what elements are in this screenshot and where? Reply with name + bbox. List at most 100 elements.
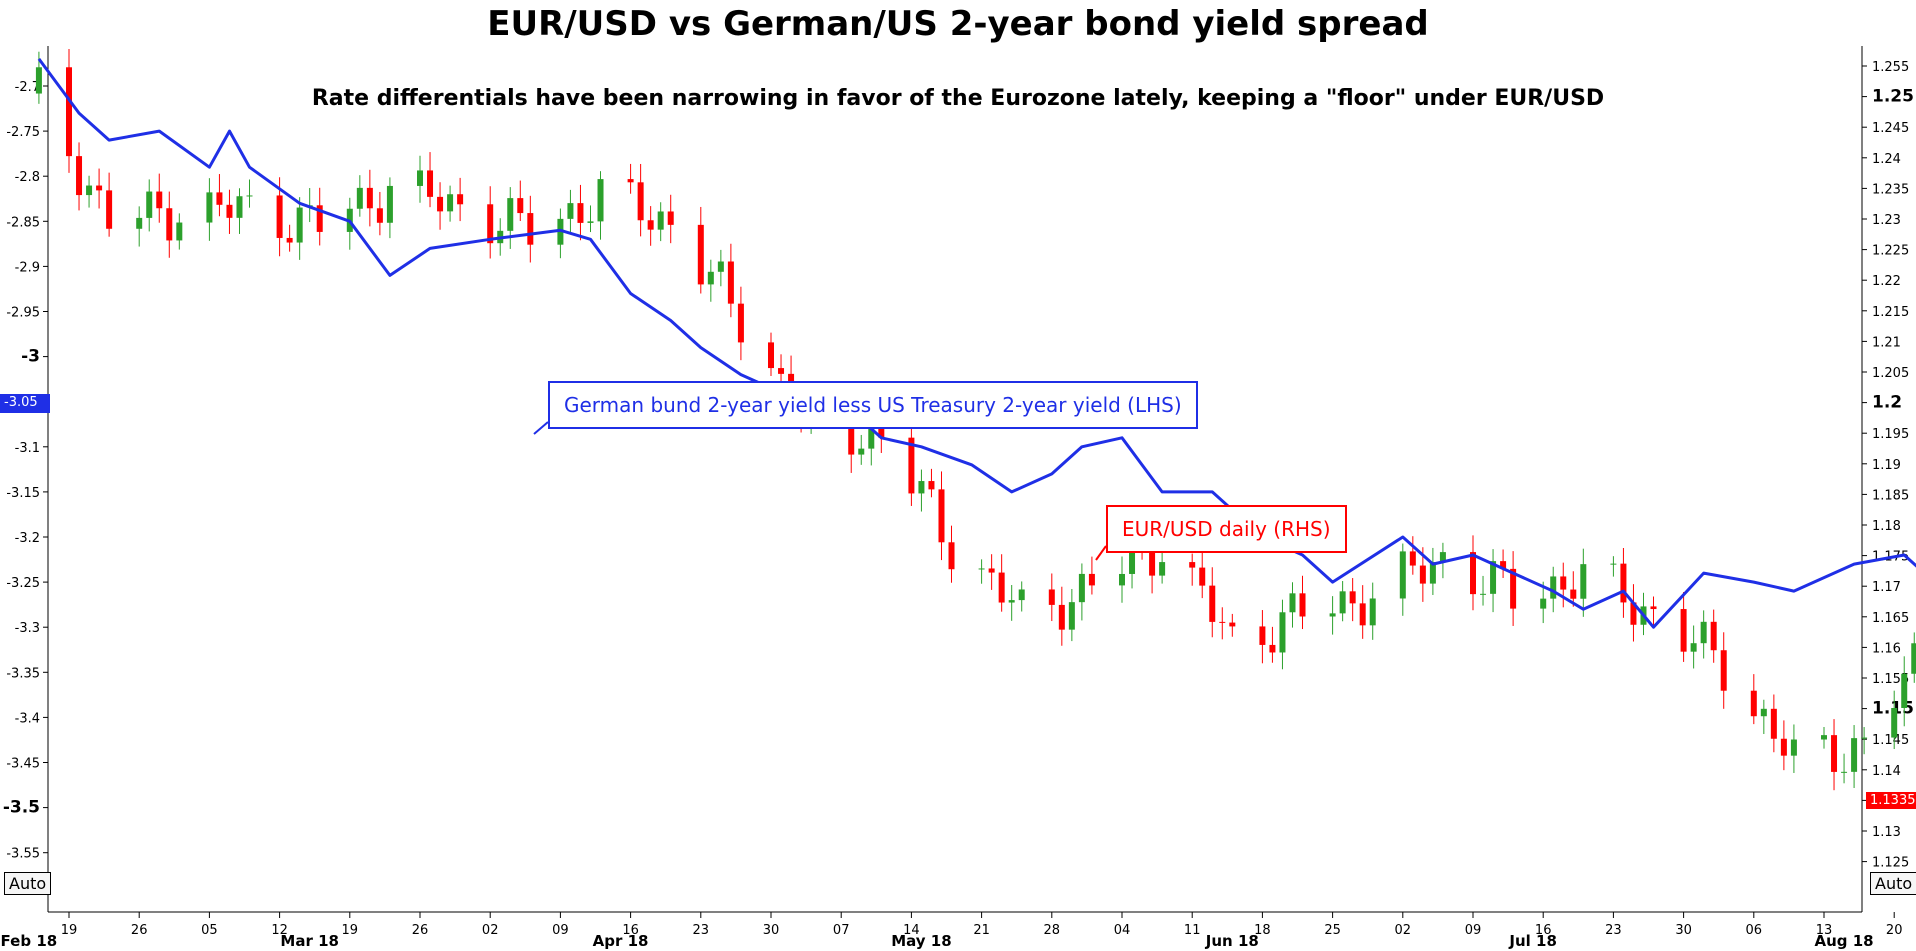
- eurusd-candle-body: [1008, 600, 1015, 603]
- right-axis: 1.1251.131.1351.141.1451.151.1551.161.16…: [1862, 60, 1914, 871]
- left-scale-auto-button[interactable]: Auto: [4, 872, 52, 895]
- x-axis-tick-label: 18: [1254, 923, 1271, 938]
- eurusd-candle-body: [1831, 735, 1838, 772]
- right-axis-tick-label: 1.19: [1872, 458, 1901, 473]
- eurusd-candle-body: [1650, 606, 1657, 610]
- eurusd-candle-body: [1851, 738, 1858, 772]
- eurusd-candle-body: [868, 424, 875, 449]
- eurusd-candle-body: [627, 179, 634, 183]
- eurusd-candle-body: [587, 221, 594, 223]
- left-axis-tick-label: -3.25: [6, 576, 40, 591]
- left-axis-tick-label: -3.15: [6, 486, 40, 501]
- right-axis-tick-label: 1.225: [1872, 244, 1909, 259]
- left-axis-tick-label: -3.4: [15, 711, 40, 726]
- right-axis-tick-label: 1.21: [1872, 335, 1901, 350]
- eurusd-candle-body: [1680, 609, 1687, 652]
- eurusd-candle-body: [1841, 771, 1848, 773]
- eurusd-candle-body: [1580, 564, 1587, 599]
- eurusd-candle-body: [1129, 544, 1136, 574]
- x-axis-tick-label: 19: [61, 923, 78, 938]
- spread-line: [37, 58, 1916, 629]
- eurusd-candle-body: [427, 170, 434, 197]
- eurusd-candle-body: [316, 205, 323, 232]
- eurusd-candle-body: [487, 204, 494, 244]
- eurusd-candle-body: [206, 192, 213, 223]
- left-axis-tick-label: -2.95: [6, 306, 40, 321]
- eurusd-candle-body: [1429, 562, 1436, 584]
- eurusd-candle-body: [35, 67, 42, 94]
- eurusd-candle-body: [1149, 546, 1156, 576]
- eurusd-candle-body: [296, 207, 303, 243]
- eurusd-candle-body: [647, 220, 654, 230]
- right-axis-tick-label: 1.155: [1872, 672, 1909, 687]
- eurusd-candle-body: [697, 224, 704, 285]
- x-axis-month-label: Jul 18: [1508, 932, 1557, 950]
- eurusd-candle-body: [1720, 650, 1727, 691]
- eurusd-candle-body: [1760, 708, 1767, 717]
- right-axis-tick-label: 1.195: [1872, 427, 1909, 442]
- x-axis-tick-label: 09: [1465, 923, 1482, 938]
- eurusd-candle-body: [717, 261, 724, 272]
- eurusd-candles: [35, 48, 1916, 791]
- x-axis-tick-label: 23: [693, 923, 710, 938]
- eurusd-candle-body: [1560, 576, 1567, 590]
- x-axis-tick-label: 30: [763, 923, 780, 938]
- eurusd-candle-body: [1299, 593, 1306, 617]
- eurusd-candle-body: [858, 448, 865, 455]
- eurusd-candle-body: [517, 198, 524, 214]
- left-axis: -2.7 -2.75 -2.8 -2.85 -2.9 -2.95 -3 -3.05 -3.1 -3…: [3, 80, 48, 862]
- left-axis-tick-label: -2.7: [15, 80, 40, 95]
- x-axis-tick-label: 25: [1324, 923, 1341, 938]
- eurusd-candle-body: [246, 195, 253, 197]
- eurusd-candle-body: [597, 179, 604, 222]
- eurusd-candle-body: [1570, 589, 1577, 599]
- left-axis-tick-label: -3.55: [6, 847, 40, 862]
- x-axis-tick-label: 06: [1746, 923, 1763, 938]
- eurusd-candle-body: [1329, 613, 1336, 617]
- right-axis-tick-label: 1.13: [1872, 825, 1901, 840]
- eurusd-candle-body: [1911, 643, 1916, 674]
- eurusd-candle-body: [1470, 552, 1476, 595]
- right-axis-tick-label: 1.165: [1872, 611, 1909, 626]
- eurusd-candle-body: [356, 187, 363, 209]
- right-axis-tick-label: 1.18: [1872, 519, 1901, 534]
- eurusd-candle-body: [236, 196, 243, 218]
- eurusd-candle-body: [1048, 589, 1055, 605]
- spread-series-label: German bund 2-year yield less US Treasur…: [548, 381, 1198, 429]
- x-axis-tick-label: 09: [552, 923, 569, 938]
- eurusd-candle-body: [1088, 573, 1095, 586]
- left-last-value-tag: -3.05: [0, 394, 50, 413]
- right-axis-tick-label: 1.17: [1872, 580, 1901, 595]
- right-scale-auto-button[interactable]: Auto: [1870, 872, 1916, 895]
- x-axis-tick-label: 13: [1816, 923, 1833, 938]
- eurusd-candle-body: [1068, 602, 1075, 630]
- eurusd-candle-body: [1058, 604, 1065, 630]
- eurusd-candle-body: [1500, 561, 1507, 569]
- x-axis-tick-label: 26: [412, 923, 429, 938]
- eurusd-candle-body: [447, 194, 454, 212]
- left-axis-tick-label: -3: [21, 347, 40, 367]
- right-axis-tick-label: 1.205: [1872, 366, 1909, 381]
- eurusd-series-label: EUR/USD daily (RHS): [1106, 505, 1347, 553]
- eurusd-candle-body: [146, 191, 153, 218]
- eurusd-candle-body: [1369, 598, 1376, 626]
- eurusd-candle-body: [96, 185, 103, 191]
- x-axis-tick-label: 30: [1675, 923, 1692, 938]
- eurusd-candle-body: [1770, 708, 1777, 739]
- eurusd-candle-body: [86, 185, 93, 196]
- right-axis-tick-label: 1.245: [1872, 121, 1909, 136]
- eurusd-candle-body: [1399, 551, 1406, 599]
- left-axis-tick-label: -2.85: [6, 215, 40, 230]
- x-axis-tick-label: 23: [1605, 923, 1622, 938]
- eurusd-candle-body: [778, 368, 785, 374]
- eurusd-candle-body: [1780, 738, 1787, 756]
- x-axis: 19 26 05 12 19 26 02 09 16 23 30 07 14 21 28 04 11 18 25 02…: [1, 912, 1902, 950]
- eurusd-candle-body: [1510, 568, 1517, 609]
- left-axis-tick-label: -2.8: [15, 170, 40, 185]
- eurusd-candle-body: [376, 208, 383, 223]
- eurusd-candle-body: [166, 208, 173, 241]
- right-axis-tick-label: 1.215: [1872, 305, 1909, 320]
- eurusd-candle-body: [998, 572, 1005, 603]
- x-axis-tick-label: 16: [622, 923, 639, 938]
- x-axis-tick-label: 02: [482, 923, 499, 938]
